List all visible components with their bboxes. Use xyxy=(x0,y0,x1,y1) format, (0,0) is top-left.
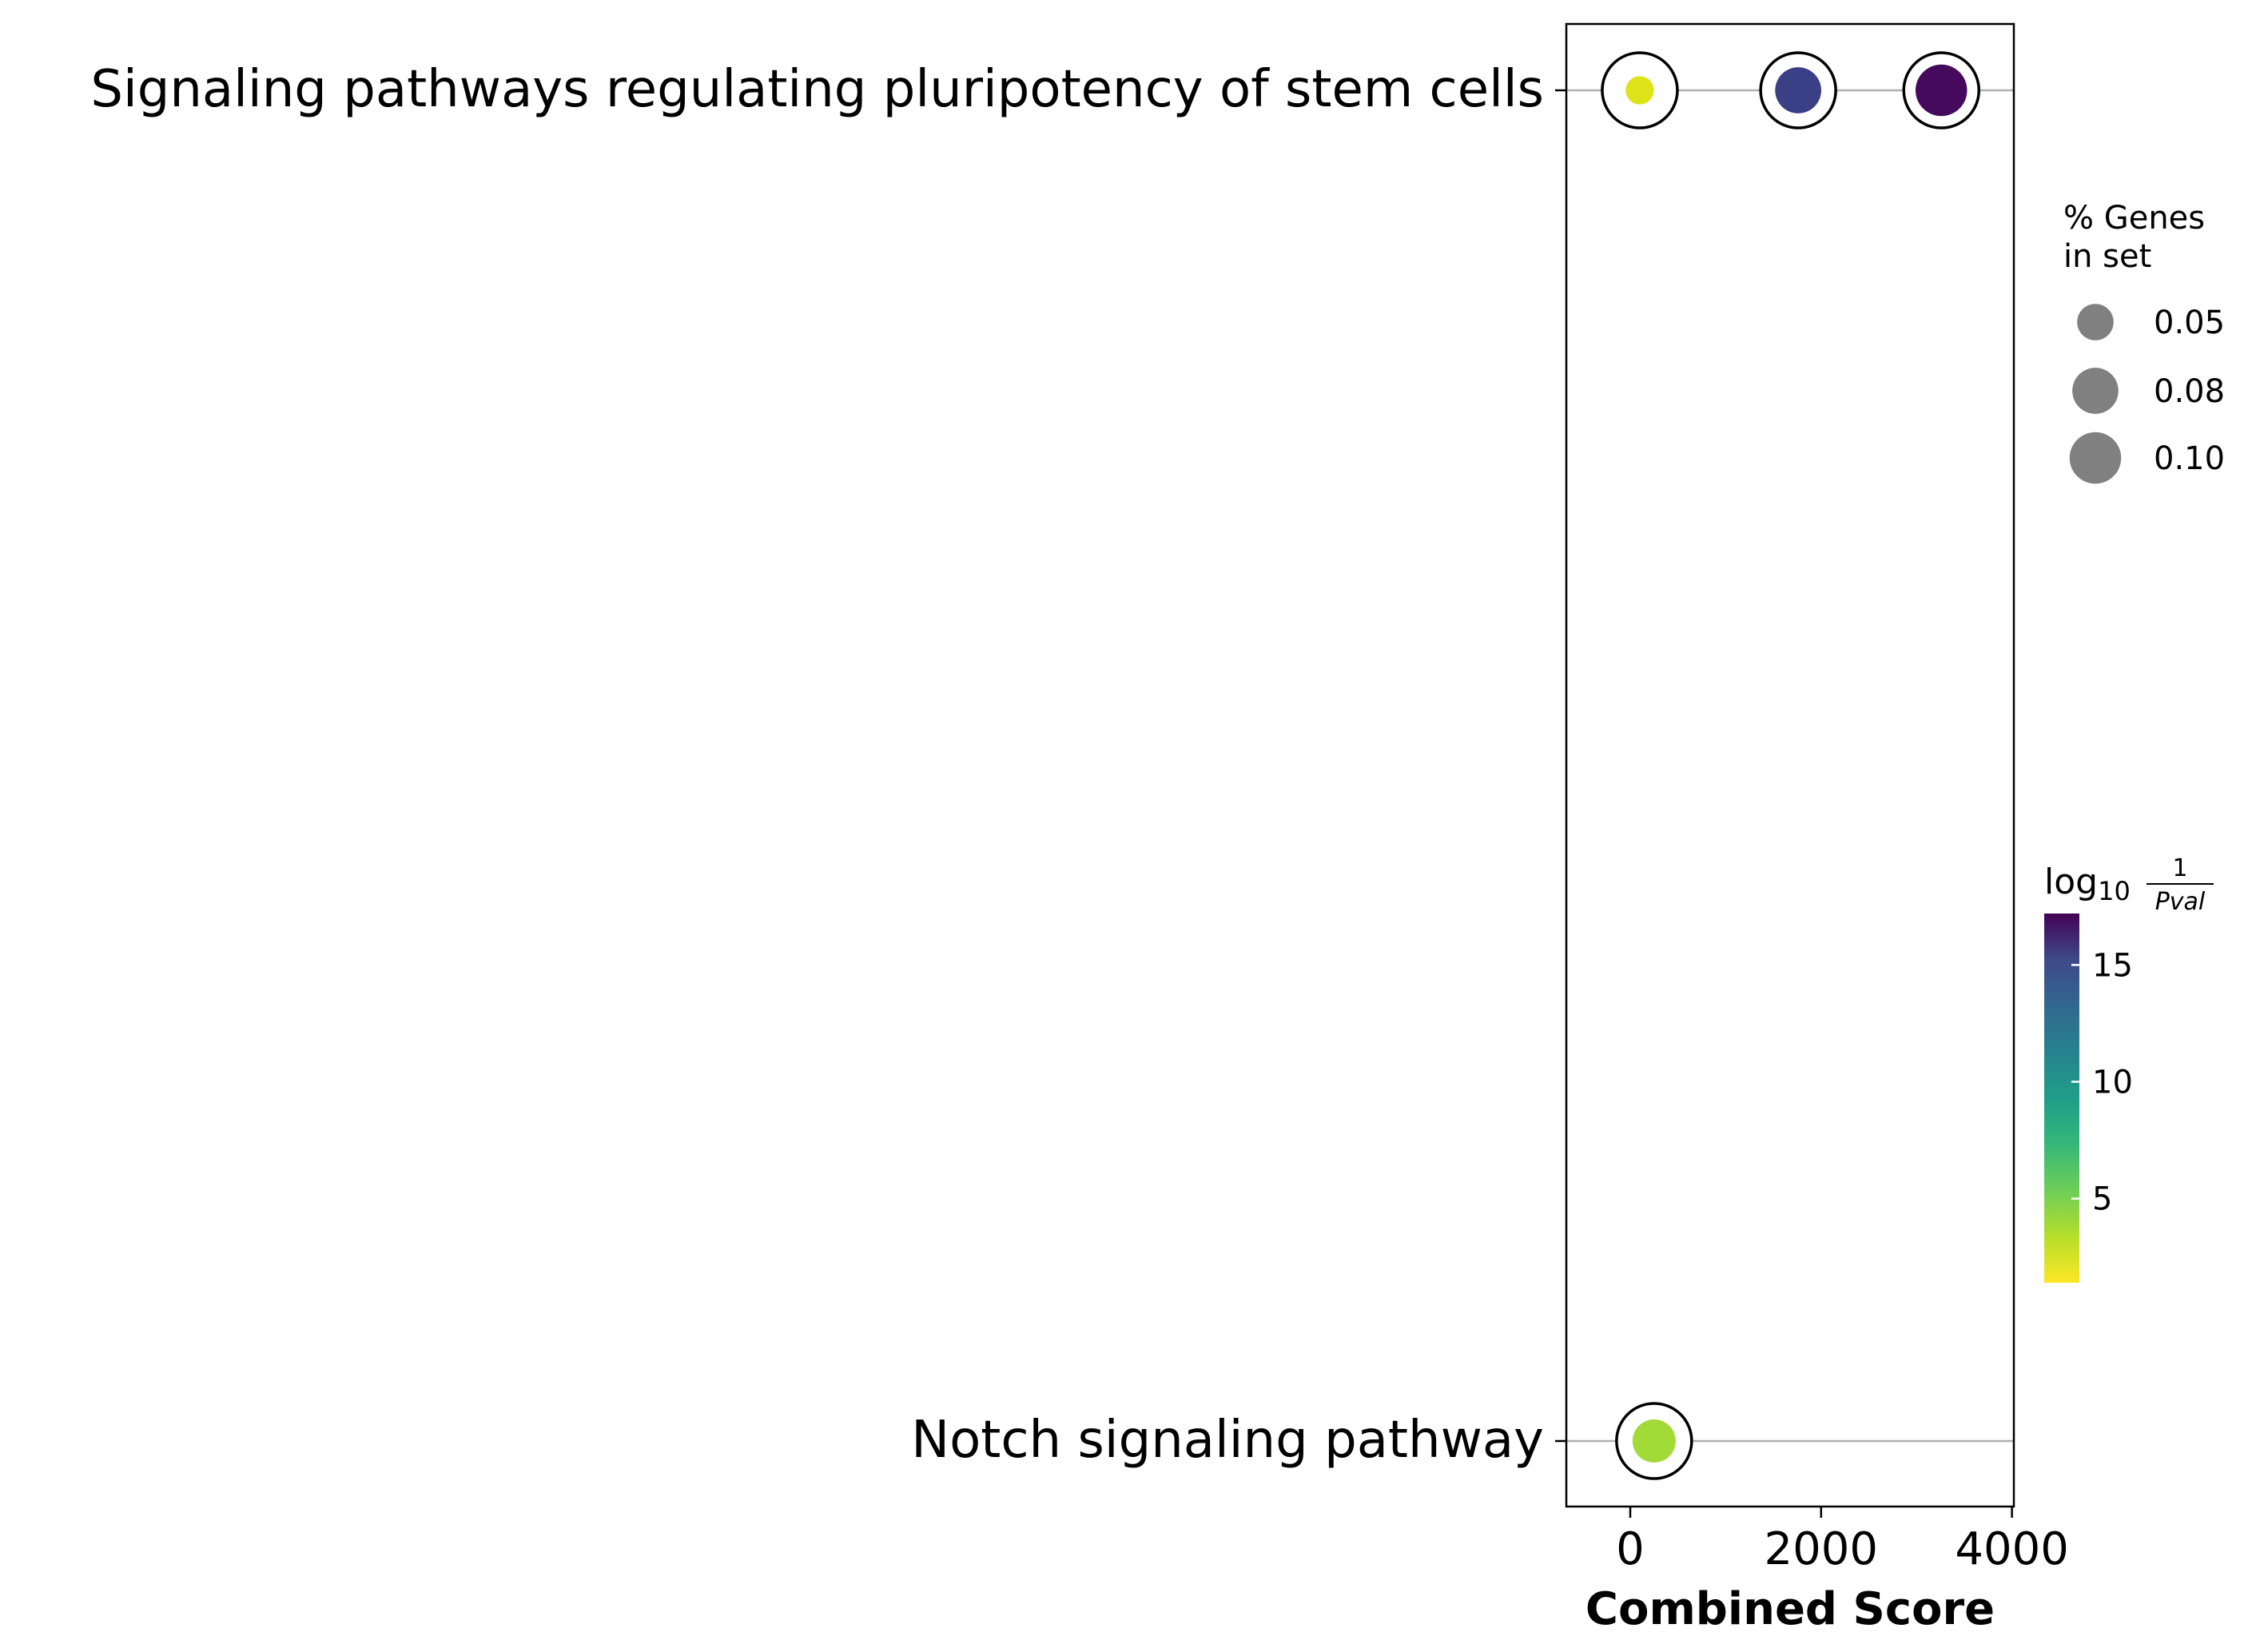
size-legend-marker-0 xyxy=(2077,304,2114,340)
x-axis-label: Combined Score xyxy=(1586,1583,1995,1635)
size-legend-label-1: 0.08 xyxy=(2154,373,2225,410)
size-legend: % Genes in set 0.05 0.08 0.10 xyxy=(2063,200,2225,484)
size-legend-title-line-1: % Genes xyxy=(2063,200,2205,237)
colorbar-fraction-numerator: 1 xyxy=(2172,854,2187,882)
colorbar-tick-label-1: 10 xyxy=(2092,1065,2133,1101)
plot-frame xyxy=(1565,22,2015,1508)
size-legend-marker-2 xyxy=(2069,432,2122,484)
size-legend-marker-1 xyxy=(2072,368,2119,414)
y-tick-label-1: Notch signaling pathway xyxy=(911,1411,1544,1470)
category-gridlines xyxy=(1566,89,2014,1443)
point-3 xyxy=(1632,1419,1676,1463)
colorbar-tick-label-2: 15 xyxy=(2092,947,2133,984)
colorbar-tick-label-0: 5 xyxy=(2092,1181,2112,1218)
size-legend-label-0: 0.05 xyxy=(2154,305,2225,341)
x-tick-label-2: 4000 xyxy=(1955,1523,2069,1575)
x-tick-label-1: 2000 xyxy=(1765,1523,1879,1575)
point-2 xyxy=(1915,64,1967,117)
colorbar-title: log10 xyxy=(2044,862,2131,906)
colorbar-title-log: log xyxy=(2044,862,2098,902)
colorbar-fraction-denominator: Pval xyxy=(2155,888,2206,916)
colorbar-ticks: 5 10 15 xyxy=(2071,947,2133,1218)
y-axis: Signaling pathways regulating pluripoten… xyxy=(90,60,1566,1470)
data-points xyxy=(1601,51,1981,1480)
point-1 xyxy=(1775,67,1821,113)
colorbar-gradient xyxy=(2044,914,2079,1283)
size-legend-title-line-2: in set xyxy=(2063,238,2151,275)
x-tick-label-0: 0 xyxy=(1616,1523,1645,1575)
point-0 xyxy=(1625,76,1654,105)
size-legend-label-2: 0.10 xyxy=(2154,440,2225,477)
colorbar-title-subscript: 10 xyxy=(2098,876,2131,906)
x-axis: 0 2000 4000 xyxy=(1616,1507,2069,1575)
y-tick-label-0: Signaling pathways regulating pluripoten… xyxy=(90,60,1544,119)
